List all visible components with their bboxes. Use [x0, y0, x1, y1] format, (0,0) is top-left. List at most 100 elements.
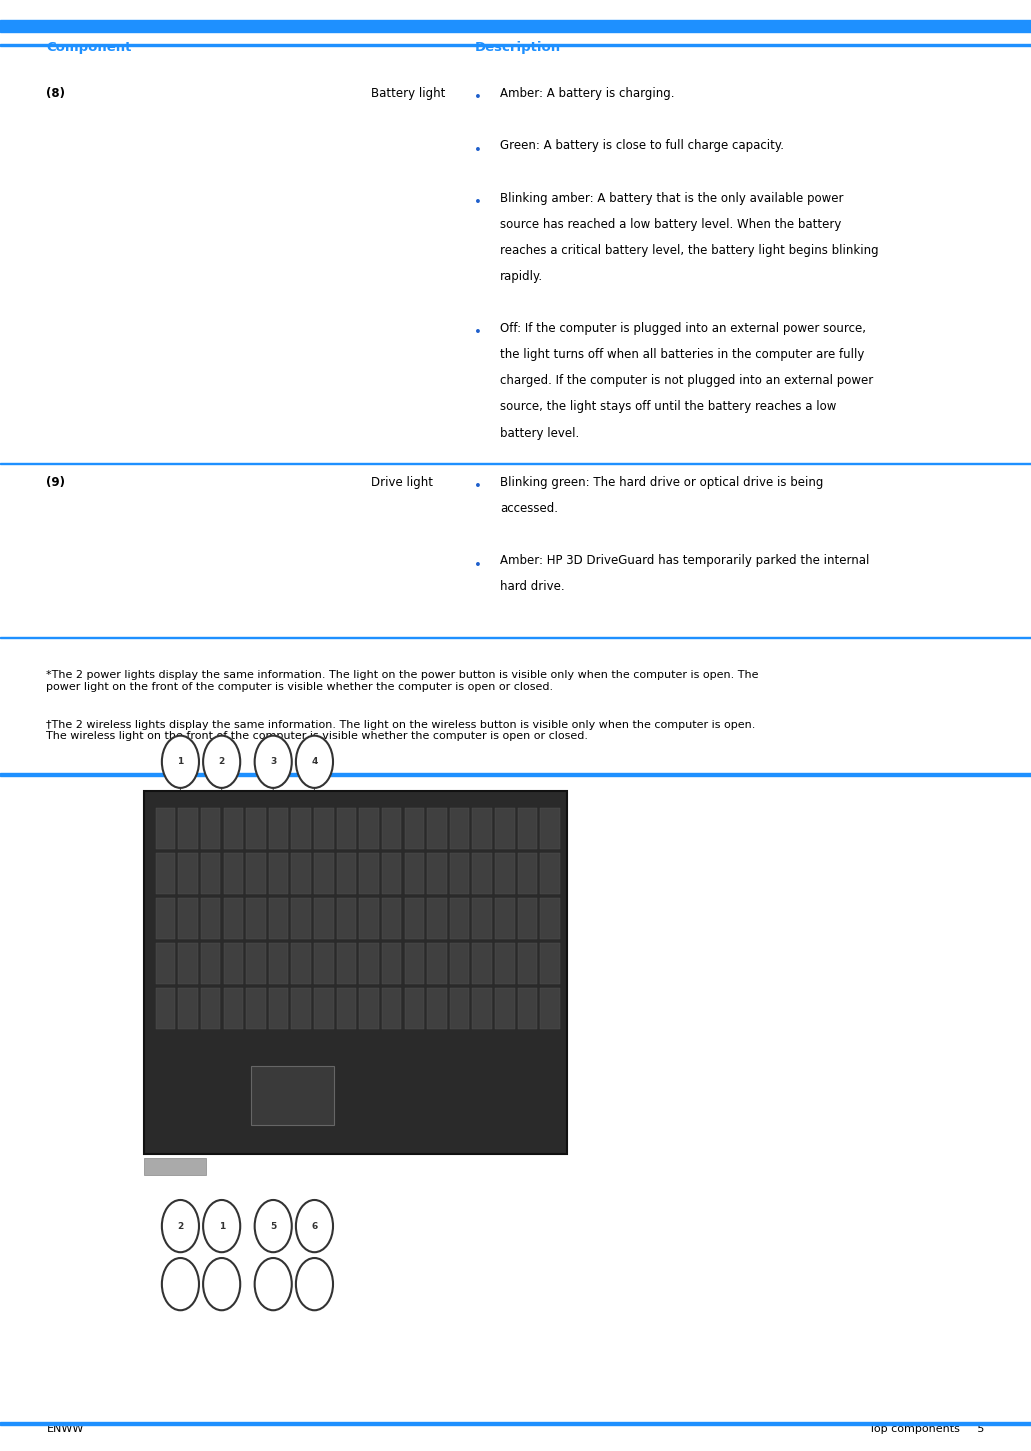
FancyBboxPatch shape [269, 988, 289, 1029]
FancyBboxPatch shape [518, 943, 537, 984]
Bar [144, 1158, 206, 1175]
Text: hard drive.: hard drive. [500, 580, 565, 593]
Text: •: • [474, 91, 483, 104]
Text: Drive light: Drive light [371, 476, 433, 489]
FancyBboxPatch shape [450, 943, 469, 984]
FancyBboxPatch shape [472, 808, 492, 849]
Text: source, the light stays off until the battery reaches a low: source, the light stays off until the ba… [500, 400, 836, 414]
Bar [0, 20, 1031, 32]
Text: 2: 2 [177, 1222, 184, 1230]
FancyBboxPatch shape [178, 898, 198, 939]
Circle shape [255, 736, 292, 788]
FancyBboxPatch shape [156, 943, 175, 984]
Bar [0, 773, 1031, 776]
FancyBboxPatch shape [337, 898, 357, 939]
FancyBboxPatch shape [292, 853, 311, 894]
Text: Amber: HP 3D DriveGuard has temporarily parked the internal: Amber: HP 3D DriveGuard has temporarily … [500, 554, 869, 567]
FancyBboxPatch shape [472, 943, 492, 984]
Circle shape [203, 736, 240, 788]
Circle shape [162, 1258, 199, 1310]
Text: charged. If the computer is not plugged into an external power: charged. If the computer is not plugged … [500, 374, 873, 387]
FancyBboxPatch shape [269, 808, 289, 849]
FancyBboxPatch shape [201, 988, 221, 1029]
Text: †The 2 wireless lights display the same information. The light on the wireless b: †The 2 wireless lights display the same … [46, 720, 756, 741]
Text: Component: Component [46, 41, 132, 54]
Text: reaches a critical battery level, the battery light begins blinking: reaches a critical battery level, the ba… [500, 244, 878, 257]
Text: Blinking green: The hard drive or optical drive is being: Blinking green: The hard drive or optica… [500, 476, 824, 489]
FancyBboxPatch shape [404, 853, 424, 894]
FancyBboxPatch shape [269, 943, 289, 984]
FancyBboxPatch shape [427, 898, 446, 939]
FancyBboxPatch shape [156, 988, 175, 1029]
Circle shape [296, 736, 333, 788]
FancyBboxPatch shape [360, 853, 378, 894]
Text: 6: 6 [311, 1222, 318, 1230]
FancyBboxPatch shape [246, 898, 266, 939]
Text: *The 2 power lights display the same information. The light on the power button : *The 2 power lights display the same inf… [46, 670, 759, 692]
FancyBboxPatch shape [156, 853, 175, 894]
FancyBboxPatch shape [224, 988, 243, 1029]
FancyBboxPatch shape [404, 808, 424, 849]
FancyBboxPatch shape [246, 988, 266, 1029]
FancyBboxPatch shape [224, 853, 243, 894]
Text: Amber: A battery is charging.: Amber: A battery is charging. [500, 87, 674, 100]
Text: •: • [474, 326, 483, 340]
FancyBboxPatch shape [201, 853, 221, 894]
Text: source has reached a low battery level. When the battery: source has reached a low battery level. … [500, 218, 841, 231]
FancyBboxPatch shape [178, 808, 198, 849]
Bar [0, 44, 1031, 46]
Text: 2: 2 [219, 757, 225, 766]
FancyBboxPatch shape [427, 808, 446, 849]
Text: rapidly.: rapidly. [500, 270, 543, 283]
Text: ENWW: ENWW [46, 1423, 84, 1434]
Circle shape [255, 1200, 292, 1252]
Text: Top components     5: Top components 5 [869, 1423, 985, 1434]
Text: Description: Description [474, 41, 561, 54]
FancyBboxPatch shape [518, 808, 537, 849]
Circle shape [203, 1258, 240, 1310]
Text: (9): (9) [46, 476, 65, 489]
FancyBboxPatch shape [404, 988, 424, 1029]
FancyBboxPatch shape [360, 943, 378, 984]
Circle shape [203, 1200, 240, 1252]
FancyBboxPatch shape [314, 988, 334, 1029]
FancyBboxPatch shape [201, 808, 221, 849]
FancyBboxPatch shape [144, 791, 567, 1154]
FancyBboxPatch shape [518, 853, 537, 894]
FancyBboxPatch shape [178, 943, 198, 984]
Text: •: • [474, 480, 483, 493]
FancyBboxPatch shape [381, 988, 401, 1029]
Text: •: • [474, 196, 483, 209]
FancyBboxPatch shape [540, 808, 560, 849]
FancyBboxPatch shape [495, 988, 514, 1029]
FancyBboxPatch shape [269, 898, 289, 939]
Circle shape [162, 1200, 199, 1252]
Text: 1: 1 [177, 757, 184, 766]
FancyBboxPatch shape [540, 898, 560, 939]
Text: •: • [474, 559, 483, 572]
FancyBboxPatch shape [178, 988, 198, 1029]
Text: accessed.: accessed. [500, 502, 558, 515]
Text: Off: If the computer is plugged into an external power source,: Off: If the computer is plugged into an … [500, 322, 866, 335]
FancyBboxPatch shape [314, 898, 334, 939]
FancyBboxPatch shape [495, 808, 514, 849]
FancyBboxPatch shape [337, 943, 357, 984]
FancyBboxPatch shape [404, 943, 424, 984]
FancyBboxPatch shape [450, 988, 469, 1029]
Bar [0, 1422, 1031, 1425]
FancyBboxPatch shape [292, 943, 311, 984]
FancyBboxPatch shape [337, 853, 357, 894]
Text: Blinking amber: A battery that is the only available power: Blinking amber: A battery that is the on… [500, 192, 843, 205]
FancyBboxPatch shape [251, 1066, 333, 1125]
Text: the light turns off when all batteries in the computer are fully: the light turns off when all batteries i… [500, 348, 864, 361]
FancyBboxPatch shape [360, 898, 378, 939]
FancyBboxPatch shape [269, 853, 289, 894]
FancyBboxPatch shape [178, 853, 198, 894]
Bar [0, 463, 1031, 464]
FancyBboxPatch shape [246, 943, 266, 984]
Text: 3: 3 [270, 757, 276, 766]
FancyBboxPatch shape [381, 808, 401, 849]
Circle shape [162, 736, 199, 788]
FancyBboxPatch shape [540, 853, 560, 894]
FancyBboxPatch shape [314, 808, 334, 849]
